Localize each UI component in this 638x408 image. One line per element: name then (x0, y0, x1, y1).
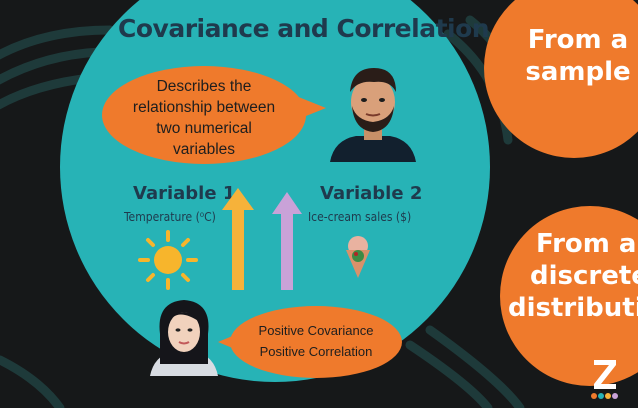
result-text: Positive Covariance Positive Correlation (230, 320, 402, 362)
side-bottom-text: From a discrete distribution (508, 228, 638, 324)
side-bottom-line-3: distribution (508, 293, 638, 323)
variable-2-subtitle: Ice-cream sales ($) (308, 210, 412, 224)
description-line-2: relationship between (132, 99, 276, 116)
description-text: Describes the relationship between two n… (102, 76, 306, 160)
description-line-4: variables (172, 141, 236, 158)
variable-2-label: Variable 2 (320, 183, 423, 204)
side-circle-bottom (500, 206, 638, 386)
sun-icon (138, 230, 198, 290)
result-line-2: Positive Correlation (259, 344, 373, 359)
variable-1-label: Variable 1 (133, 183, 236, 204)
man-avatar (330, 68, 416, 162)
side-circle-top (484, 0, 638, 158)
description-line-1: Describes the (156, 78, 252, 95)
result-bubble (230, 306, 402, 378)
description-line-3: two numerical (156, 120, 252, 137)
description-bubble (102, 66, 306, 164)
side-top-line-1: From a (527, 25, 629, 55)
ice-cream-icon (346, 236, 370, 278)
side-bottom-line-2: discrete (530, 261, 638, 291)
side-top-line-2: sample (525, 57, 631, 87)
up-arrow-icon (272, 192, 302, 290)
result-line-1: Positive Covariance (258, 323, 374, 338)
up-arrow-icon (222, 188, 254, 290)
variable-1-subtitle: Temperature (⁰C) (124, 210, 216, 224)
side-top-text: From a sample (508, 24, 638, 88)
side-bottom-line-1: From a (536, 229, 637, 259)
slide-title: Covariance and Correlation (118, 14, 490, 43)
logo-z-icon (591, 360, 618, 399)
woman-avatar (150, 300, 218, 376)
